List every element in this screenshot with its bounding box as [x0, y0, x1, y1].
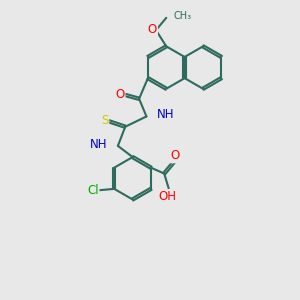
Text: CH₃: CH₃	[174, 11, 192, 21]
Text: NH: NH	[157, 109, 174, 122]
Text: OH: OH	[158, 190, 176, 203]
Text: O: O	[148, 23, 157, 36]
Text: NH: NH	[90, 138, 108, 151]
Text: S: S	[101, 114, 108, 127]
Text: O: O	[170, 149, 179, 162]
Text: Cl: Cl	[87, 184, 99, 197]
Text: O: O	[115, 88, 124, 101]
